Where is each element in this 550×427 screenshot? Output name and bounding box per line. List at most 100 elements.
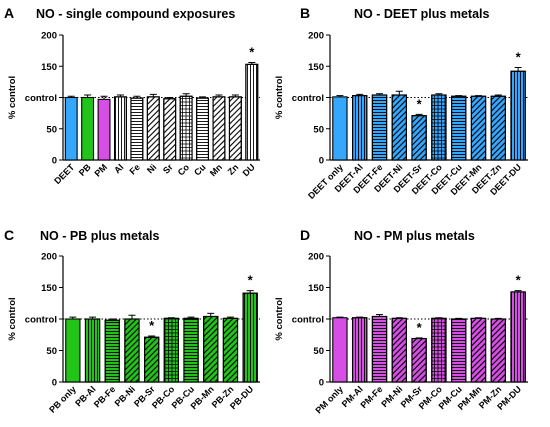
- significance-star: *: [516, 273, 522, 288]
- bar-pattern: [124, 318, 140, 383]
- bar-pattern: [352, 317, 368, 383]
- chart-panel-b: B NO - DEET plus metals % control 0 50 contro…: [274, 5, 528, 201]
- x-tick-label: PB: [77, 162, 93, 178]
- chart-panel-d: D NO - PM plus metals % control 0 50 control 1…: [274, 227, 528, 415]
- bar-pattern: [451, 95, 467, 161]
- bar-pattern: [510, 291, 526, 383]
- bar-pattern: [391, 94, 407, 161]
- panel-letter: D: [300, 227, 310, 243]
- y-tick-label: control: [25, 315, 57, 326]
- y-tick-label: control: [25, 93, 57, 104]
- y-tick-label: 200: [41, 31, 57, 42]
- bar-pattern: [391, 317, 407, 383]
- bar-pattern: [490, 318, 506, 383]
- y-tick-label: 0: [319, 156, 324, 167]
- y-tick-label: 150: [308, 283, 324, 294]
- y-tick-label: 150: [41, 283, 57, 294]
- significance-star: *: [417, 320, 423, 335]
- y-tick-label: 50: [46, 124, 57, 135]
- significance-star: *: [149, 318, 155, 333]
- bar-pattern: [203, 315, 219, 383]
- bar-pattern: [183, 317, 199, 383]
- y-tick-label: 150: [41, 62, 57, 73]
- y-tick-label: 200: [308, 252, 324, 263]
- y-tick-label: 0: [319, 378, 324, 389]
- bar-pattern: [144, 336, 160, 383]
- bar-pattern: [371, 315, 388, 383]
- significance-star: *: [417, 96, 423, 111]
- x-tick-label: PB-Ni: [113, 384, 137, 408]
- bar-pattern: [510, 70, 526, 161]
- bar-pattern: [411, 115, 427, 161]
- bar-pattern: [196, 97, 210, 161]
- bar-pm: [97, 98, 111, 161]
- x-tick-label: PM-Fe: [358, 384, 384, 410]
- x-tick-label: Ni: [145, 162, 158, 175]
- y-axis-label: % control: [7, 76, 18, 119]
- panel-letter: B: [300, 5, 310, 21]
- bar-pattern: [245, 63, 259, 161]
- x-tick-label: Fe: [127, 162, 142, 177]
- bar-pattern: [228, 96, 242, 161]
- significance-star: *: [516, 50, 522, 65]
- bar-pattern: [431, 94, 447, 161]
- bar-pattern: [470, 95, 487, 161]
- x-tick-label: PM only: [314, 384, 345, 415]
- y-tick-label: control: [292, 93, 324, 104]
- bar-pattern: [222, 317, 239, 383]
- y-tick-label: 50: [46, 346, 57, 357]
- chart-panel-c: C NO - PB plus metals % control 0 50 control 1…: [4, 227, 260, 415]
- significance-star: *: [248, 273, 254, 288]
- y-tick-label: 50: [313, 124, 324, 135]
- y-tick-label: control: [292, 315, 324, 326]
- bar-pb: [81, 96, 95, 161]
- x-tick-label: Al: [112, 162, 125, 175]
- x-tick-label: Mn: [208, 162, 224, 178]
- chart-panel-a: A NO - single compound exposures % control…: [4, 5, 260, 186]
- bar-pattern: [411, 337, 427, 383]
- bar-pattern: [352, 95, 368, 161]
- bar-pattern: [212, 96, 226, 161]
- bar-pattern: [179, 95, 193, 161]
- y-tick-label: 0: [52, 156, 57, 167]
- bar-pattern: [431, 317, 447, 383]
- bar-deet-only: [332, 96, 348, 161]
- bar-pattern: [490, 95, 506, 161]
- x-tick-label: PM: [93, 162, 110, 179]
- y-tick-label: 200: [41, 252, 57, 263]
- bar-deet: [64, 96, 78, 161]
- x-tick-label: Sr: [161, 162, 175, 176]
- x-tick-label: Co: [176, 162, 192, 178]
- bar-pattern: [163, 317, 179, 383]
- y-tick-label: 150: [308, 62, 324, 73]
- x-tick-label: PB-Fe: [92, 384, 117, 409]
- y-axis-label: % control: [7, 297, 18, 340]
- panel-letter: A: [4, 5, 14, 21]
- bar-pattern: [163, 98, 177, 161]
- significance-star: *: [249, 45, 255, 60]
- y-axis-label: % control: [274, 297, 285, 340]
- chart-title: NO - single compound exposures: [36, 7, 235, 21]
- bar-pattern: [84, 318, 101, 383]
- x-tick-label: DU: [241, 162, 257, 178]
- bar-pattern: [146, 96, 160, 161]
- bar-pattern: [104, 319, 120, 383]
- bar-pm-only: [332, 317, 348, 383]
- bar-pattern: [113, 96, 127, 161]
- y-tick-label: 50: [313, 346, 324, 357]
- y-axis-label: % control: [274, 76, 285, 119]
- x-tick-label: PB only: [47, 384, 78, 415]
- bar-pattern: [451, 318, 467, 383]
- chart-title: NO - PB plus metals: [40, 229, 160, 243]
- bar-pattern: [242, 292, 258, 383]
- bar-pattern: [130, 97, 144, 161]
- x-tick-label: Zn: [226, 162, 241, 177]
- panel-letter: C: [4, 227, 14, 243]
- x-tick-label: Cu: [192, 162, 208, 178]
- bar-pattern: [470, 317, 487, 383]
- chart-title: NO - PM plus metals: [354, 229, 475, 243]
- bar-pattern: [371, 94, 388, 161]
- bar-pb-only: [65, 318, 81, 383]
- chart-title: NO - DEET plus metals: [354, 7, 489, 21]
